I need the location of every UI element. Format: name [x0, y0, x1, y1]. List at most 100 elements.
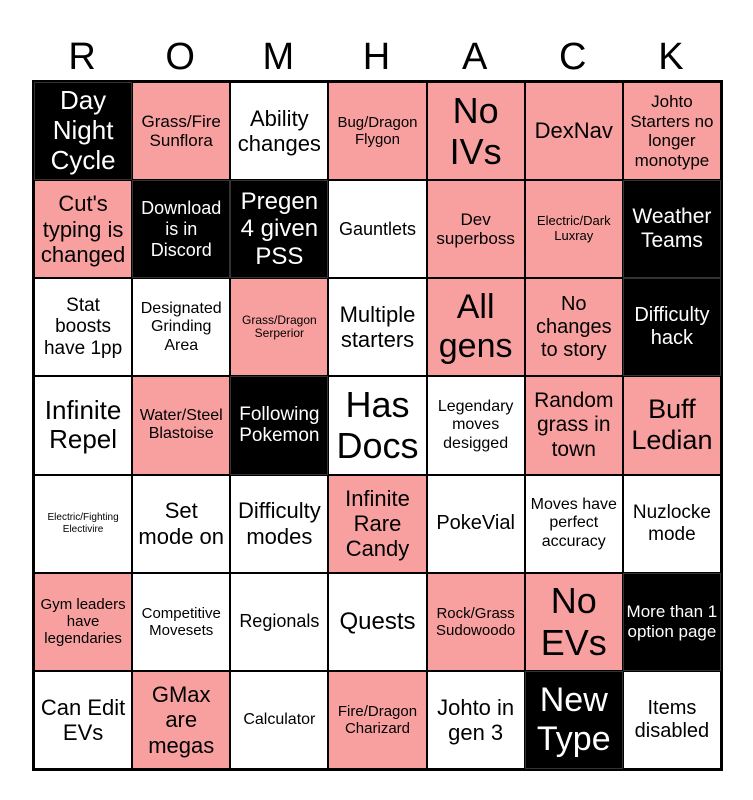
bingo-cell-text: Ability changes: [237, 105, 321, 157]
bingo-cell-text: Gym leaders have legendaries: [40, 595, 126, 648]
bingo-cell[interactable]: No changes to story: [524, 278, 623, 377]
bingo-cell[interactable]: Items disabled: [622, 670, 721, 769]
header-letter: O: [165, 36, 195, 78]
bingo-cell[interactable]: Gym leaders have legendaries: [34, 572, 133, 671]
bingo-cell-text: No changes to story: [535, 292, 612, 361]
bingo-cell[interactable]: Legendary moves desigged: [426, 376, 525, 475]
bingo-cell[interactable]: Rock/Grass Sudowoodo: [426, 572, 525, 671]
bingo-cell[interactable]: Johto Starters no longer monotype: [622, 82, 721, 181]
bingo-cell[interactable]: Weather Teams: [622, 180, 721, 279]
bingo-cell[interactable]: Electric/Fighting Electivire: [34, 474, 133, 573]
bingo-cell-text: DexNav: [534, 118, 613, 144]
bingo-cell[interactable]: New Type: [524, 670, 623, 769]
bingo-cell-text: Pregen 4 given PSS: [240, 187, 319, 270]
header-letter: R: [68, 36, 96, 78]
bingo-cell[interactable]: Designated Grinding Area: [132, 278, 231, 377]
bingo-cell[interactable]: Fire/Dragon Charizard: [328, 670, 427, 769]
bingo-cell-text: Download is in Discord: [141, 198, 222, 260]
bingo-cell[interactable]: Water/Steel Blastoise: [132, 376, 231, 475]
bingo-cell[interactable]: Grass/Fire Sunflora: [132, 82, 231, 181]
bingo-cell[interactable]: Random grass in town: [524, 376, 623, 475]
bingo-cell-text: Electric/Dark Luxray: [536, 213, 611, 244]
bingo-cell-text: No IVs: [449, 89, 502, 173]
bingo-cell-text: Rock/Grass Sudowoodo: [436, 604, 516, 639]
bingo-cell-text: Moves have perfect accuracy: [530, 496, 617, 550]
bingo-cell[interactable]: Set mode on: [132, 474, 231, 573]
bingo-cell-text: Stat boosts have 1pp: [43, 294, 123, 360]
bingo-cell[interactable]: Difficulty hack: [622, 278, 721, 377]
bingo-cell[interactable]: Difficulty modes: [230, 474, 329, 573]
bingo-cell[interactable]: DexNav: [524, 82, 623, 181]
bingo-cell-text: Johto in gen 3: [437, 694, 515, 745]
bingo-cell[interactable]: Grass/Dragon Serperior: [230, 278, 329, 377]
bingo-cell-text: Water/Steel Blastoise: [139, 407, 223, 443]
bingo-cell-text: Day Night Cycle: [50, 85, 116, 176]
bingo-cell[interactable]: PokeVial: [426, 474, 525, 573]
bingo-cell[interactable]: All gens: [426, 278, 525, 377]
bingo-cell[interactable]: More than 1 option page: [622, 572, 721, 671]
bingo-cell[interactable]: Johto in gen 3: [426, 670, 525, 769]
header-letter: H: [362, 36, 391, 78]
bingo-cell-text: Nuzlocke mode: [632, 501, 711, 545]
bingo-cell[interactable]: Multiple starters: [328, 278, 427, 377]
bingo-cell-text: Gauntlets: [338, 218, 417, 239]
bingo-cell-text: Grass/Dragon Serperior: [242, 312, 317, 341]
bingo-cell[interactable]: Ability changes: [230, 82, 329, 181]
bingo-cell[interactable]: No IVs: [426, 82, 525, 181]
bingo-cell-text: Electric/Fighting Electivire: [47, 512, 119, 535]
bingo-cell-text: Fire/Dragon Charizard: [337, 702, 418, 737]
bingo-cell[interactable]: Regionals: [230, 572, 329, 671]
bingo-cell-text: Infinite Rare Candy: [345, 485, 410, 562]
bingo-cell-text: Can Edit EVs: [40, 694, 126, 745]
bingo-cell-text: Weather Teams: [632, 205, 712, 253]
bingo-cell[interactable]: Competitive Movesets: [132, 572, 231, 671]
bingo-cell[interactable]: Cut's typing is changed: [34, 180, 133, 279]
bingo-cell-text: Multiple starters: [339, 302, 416, 353]
bingo-cell[interactable]: Can Edit EVs: [34, 670, 133, 769]
bingo-cell[interactable]: Stat boosts have 1pp: [34, 278, 133, 377]
header-letter: M: [262, 36, 295, 78]
bingo-cell[interactable]: Has Docs: [328, 376, 427, 475]
bingo-cell[interactable]: Bug/Dragon Flygon: [328, 82, 427, 181]
bingo-cell[interactable]: Electric/Dark Luxray: [524, 180, 623, 279]
bingo-cell[interactable]: Download is in Discord: [132, 180, 231, 279]
bingo-cell-text: Regionals: [239, 611, 320, 632]
bingo-cell-text: Following Pokemon: [239, 403, 320, 447]
header-letter: A: [461, 36, 488, 78]
bingo-cell-text: GMax are megas: [148, 681, 215, 758]
bingo-cell[interactable]: Following Pokemon: [230, 376, 329, 475]
bingo-cell-text: Set mode on: [138, 498, 225, 549]
bingo-cell[interactable]: No EVs: [524, 572, 623, 671]
header-letter: K: [658, 36, 684, 78]
bingo-cell-text: Johto Starters no longer monotype: [630, 91, 714, 170]
bingo-cell-text: No EVs: [540, 580, 607, 663]
bingo-cell[interactable]: Quests: [328, 572, 427, 671]
bingo-cell[interactable]: Day Night Cycle: [34, 82, 133, 181]
bingo-cell-text: Has Docs: [336, 384, 419, 467]
bingo-cell[interactable]: Infinite Repel: [34, 376, 133, 475]
header-letter: C: [559, 36, 587, 78]
bingo-cell-text: Difficulty hack: [634, 304, 710, 350]
bingo-grid: Day Night Cycle Grass/Fire Sunflora Abilit…: [32, 80, 723, 771]
bingo-cell[interactable]: Gauntlets: [328, 180, 427, 279]
bingo-cell[interactable]: Moves have perfect accuracy: [524, 474, 623, 573]
bingo-cell-text: Competitive Movesets: [141, 604, 221, 639]
bingo-cell[interactable]: GMax are megas: [132, 670, 231, 769]
bingo-cell[interactable]: Pregen 4 given PSS: [230, 180, 329, 279]
bingo-cell-text: All gens: [438, 288, 513, 366]
bingo-cell[interactable]: Buff Ledian: [622, 376, 721, 475]
bingo-cell-text: New Type: [536, 680, 611, 758]
bingo-cell-text: Designated Grinding Area: [140, 299, 222, 354]
bingo-cell-text: Cut's typing is changed: [40, 191, 126, 267]
bingo-cell-text: Bug/Dragon Flygon: [337, 113, 418, 149]
bingo-cell[interactable]: Infinite Rare Candy: [328, 474, 427, 573]
bingo-cell-text: Difficulty modes: [237, 498, 321, 549]
bingo-cell-text: Buff Ledian: [631, 394, 713, 456]
bingo-cell[interactable]: Dev superboss: [426, 180, 525, 279]
bingo-cell-text: More than 1 option page: [626, 602, 718, 641]
bingo-cell[interactable]: Nuzlocke mode: [622, 474, 721, 573]
bingo-cell-text: Random grass in town: [534, 389, 614, 461]
bingo-cell[interactable]: Calculator: [230, 670, 329, 769]
bingo-cell-text: Infinite Repel: [44, 394, 122, 455]
